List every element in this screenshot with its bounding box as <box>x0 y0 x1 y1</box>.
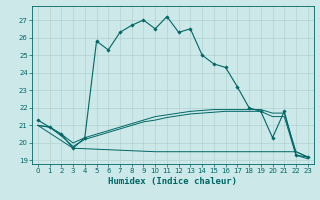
X-axis label: Humidex (Indice chaleur): Humidex (Indice chaleur) <box>108 177 237 186</box>
